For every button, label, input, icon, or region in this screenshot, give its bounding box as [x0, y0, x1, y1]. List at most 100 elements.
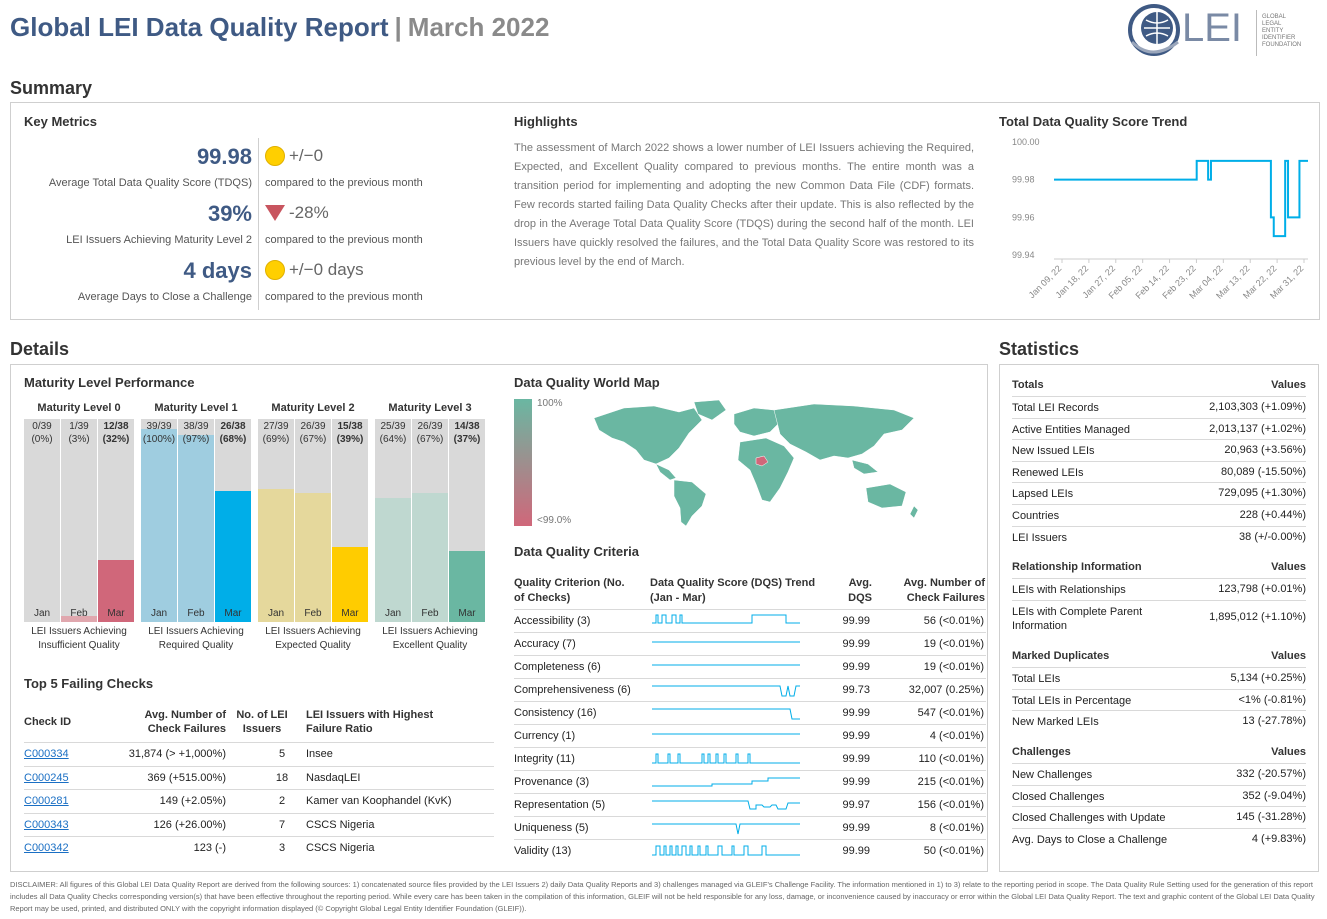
dqs-sparkline — [652, 845, 800, 856]
avg-failures-cell: 19 (<0.01%) — [923, 661, 984, 673]
criterion-name: Comprehensiveness (6) — [514, 684, 631, 696]
issuer-cell: CSCS Nigeria — [306, 818, 375, 831]
maturity-bar-month: Feb — [70, 608, 88, 619]
check-id-link[interactable]: C000343 — [24, 818, 69, 831]
criterion-name: Provenance (3) — [514, 776, 590, 788]
avg-failures-cell: 31,874 (> +1,000%) — [128, 748, 226, 760]
neutral-dot-icon — [265, 146, 285, 166]
avg-failures-cell: 156 (<0.01%) — [917, 799, 984, 811]
metric-delta-text: +/−0 days — [289, 260, 364, 279]
criterion-name: Completeness (6) — [514, 661, 601, 673]
check-id-link[interactable]: C000245 — [24, 771, 69, 784]
metric-delta: +/−0 — [265, 146, 323, 166]
stat-key: New Challenges — [1012, 769, 1093, 781]
maturity-caption-line: Required Quality — [158, 640, 234, 651]
maturity-bar-label: 39/39 (100%) — [141, 419, 177, 446]
maturity-level-caption: LEI Issuers Achieving Required Quality — [135, 625, 257, 653]
map-legend-gradient — [514, 399, 532, 526]
stat-key: Renewed LEIs — [1012, 466, 1084, 479]
maturity-bar-month: Jan — [33, 608, 51, 619]
y-tick-label: 99.96 — [1012, 212, 1035, 222]
maturity-bar-month: Jan — [384, 608, 402, 619]
maturity-bar-fill — [98, 560, 134, 622]
stat-value: 729,095 (+1.30%) — [1218, 487, 1306, 500]
maturity-bar-label-line: (0%) — [31, 434, 53, 445]
criteria-row: Accuracy (7) 99.99 19 (<0.01%) — [514, 632, 986, 655]
col-header-avg-failures: Avg. Number of Check Failures — [144, 709, 227, 735]
maturity-bar: 39/39 (100%) Jan — [141, 419, 177, 622]
dqs-sparkline — [652, 708, 800, 720]
maturity-bar: 26/38 (68%) Mar — [215, 419, 251, 622]
maturity-bar-label-line: 38/39 — [183, 421, 209, 432]
maturity-bar-label-line: (69%) — [262, 434, 290, 445]
map-africa — [737, 437, 795, 503]
criterion-name: Consistency (16) — [514, 707, 597, 719]
stat-row: Renewed LEIs 80,089 (-15.50%) — [1012, 460, 1306, 483]
sparkline-path — [652, 753, 800, 764]
stat-key: LEI Issuers — [1012, 531, 1068, 544]
maturity-bar-label-line: 26/38 — [220, 421, 246, 432]
maturity-caption-line: LEI Issuers Achieving — [382, 626, 478, 637]
dqs-sparkline — [652, 753, 800, 764]
num-issuers-cell: 2 — [278, 795, 286, 808]
maturity-caption-line: Excellent Quality — [392, 640, 468, 651]
maturity-bar: 25/39 (64%) Jan — [375, 419, 411, 622]
check-id-link[interactable]: C000334 — [24, 748, 69, 760]
avg-failures-cell: 50 (<0.01%) — [923, 845, 984, 857]
maturity-caption-line: LEI Issuers Achieving — [31, 626, 127, 637]
maturity-bar-month: Mar — [107, 608, 125, 619]
avg-dqs-cell: 99.99 — [842, 753, 870, 765]
metric-compare: compared to the previous month — [265, 234, 423, 246]
stat-group-title: Challenges — [1012, 746, 1071, 758]
criteria-row: Completeness (6) 99.99 19 (<0.01%) — [514, 655, 986, 678]
trend-heading: Total Data Quality Score Trend — [999, 114, 1188, 129]
stat-value: 1,895,012 (+1.10%) — [1209, 610, 1306, 623]
avg-dqs-cell: 99.99 — [842, 615, 870, 627]
maturity-bar-fill — [332, 546, 368, 622]
logo-small-text: GLOBAL LEGAL ENTITY IDENTIFIER FOUNDATION — [1262, 14, 1301, 49]
maturity-bar-label: 26/38 (68%) — [215, 419, 251, 446]
maturity-bar-month: Mar — [458, 608, 476, 619]
criteria-row: Integrity (11) 99.99 110 (<0.01%) — [514, 747, 986, 770]
logo-small-line: LEGAL — [1262, 21, 1282, 27]
maturity-bar-label-line: (67%) — [299, 434, 327, 445]
stat-key: New Issued LEIs — [1012, 445, 1095, 458]
stat-value: 5,134 (+0.25%) — [1230, 672, 1306, 684]
metric-label: Average Days to Close a Challenge — [77, 291, 252, 303]
maturity-bar-label-line: (39%) — [336, 434, 364, 445]
maturity-bar-month: Feb — [421, 608, 439, 619]
criterion-name: Accessibility (3) — [514, 615, 591, 627]
map-north-america — [593, 405, 703, 465]
highlights-heading: Highlights — [514, 114, 578, 129]
down-triangle-icon — [265, 205, 285, 221]
maturity-bar-label-line: 26/39 — [417, 421, 443, 432]
metric-compare: compared to the previous month — [265, 177, 423, 189]
stat-value: 2,103,303 (+1.09%) — [1209, 401, 1306, 413]
criteria-heading: Data Quality Criteria — [514, 544, 639, 559]
maturity-bar: 38/39 (97%) Feb — [178, 419, 214, 622]
check-id-link[interactable]: C000281 — [24, 795, 69, 808]
worldmap-heading: Data Quality World Map — [514, 375, 660, 390]
stat-value: 13 (-27.78%) — [1242, 715, 1306, 728]
neutral-dot-icon — [265, 260, 285, 280]
logo-text: LEI — [1182, 6, 1243, 50]
maturity-bar-label-line: (68%) — [219, 434, 247, 445]
maturity-caption-line: LEI Issuers Achieving — [265, 626, 361, 637]
highlights-text: The assessment of March 2022 shows a low… — [514, 142, 974, 268]
maturity-bar-label: 0/39 (0%) — [24, 419, 60, 446]
stat-key: Lapsed LEIs — [1012, 488, 1074, 501]
maturity-bar-label-line: 25/39 — [380, 421, 406, 432]
col-header-avg-dqs: Avg. DQS — [848, 577, 872, 604]
maturity-bar-month: Jan — [150, 608, 168, 619]
maturity-bar: 14/38 (37%) Mar — [449, 419, 485, 622]
logo-small-line: IDENTIFIER — [1262, 35, 1296, 41]
stat-row: Active Entities Managed 2,013,137 (+1.02%… — [1012, 417, 1306, 440]
stat-value: 80,089 (-15.50%) — [1221, 465, 1306, 478]
maturity-bar-month: Mar — [224, 608, 242, 619]
map-greenland — [693, 399, 727, 421]
check-id-link[interactable]: C000342 — [24, 842, 69, 855]
sparkline-path — [652, 823, 800, 835]
logo-divider — [1256, 10, 1257, 56]
maturity-bar: 27/39 (69%) Jan — [258, 419, 294, 622]
